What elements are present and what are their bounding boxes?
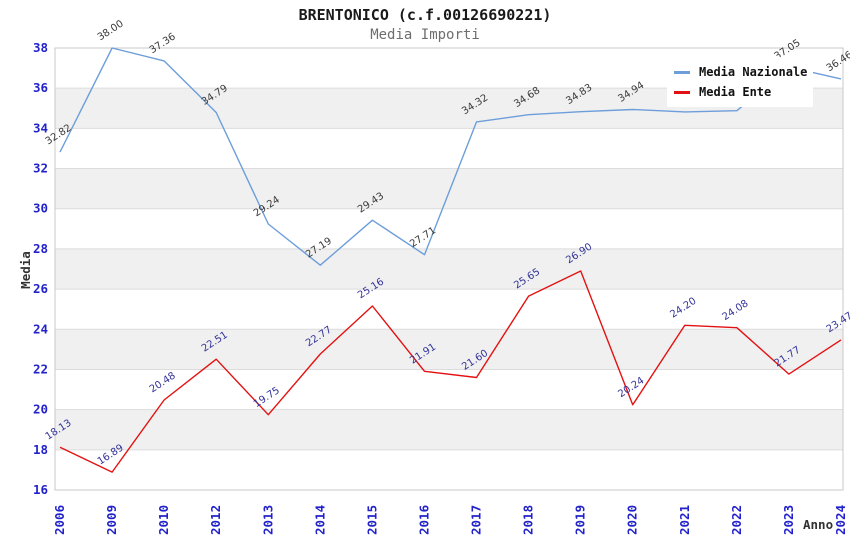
legend-item-media-ente: Media Ente [674, 82, 805, 102]
series-line-media-nazionale [59, 47, 842, 266]
y-tick-label: 32 [33, 161, 48, 176]
series-line-media-ente [59, 270, 842, 473]
legend: Media Nazionale Media Ente [667, 57, 813, 107]
legend-item-media-nazionale: Media Nazionale [674, 62, 808, 82]
grid-stripe [55, 248, 843, 290]
x-tick-label: 2024 [833, 505, 848, 535]
legend-line-swatch [674, 90, 690, 94]
y-axis-title: Media [18, 251, 33, 289]
y-tick-label: 34 [33, 120, 48, 135]
grid-stripe [55, 409, 843, 450]
grid-stripe [55, 329, 843, 370]
plot-border [54, 47, 844, 491]
y-tick-label: 18 [33, 442, 48, 457]
x-tick-label: 2016 [416, 505, 431, 535]
x-tick-label: 2015 [364, 505, 379, 535]
x-tick-label: 2023 [781, 505, 796, 535]
y-tick-label: 28 [33, 241, 48, 256]
x-tick-label: 2009 [104, 505, 119, 535]
legend-item-label: Media Nazionale [699, 65, 808, 79]
y-tick-label: 16 [33, 482, 48, 497]
y-tick-label: 30 [33, 201, 48, 216]
legend-item-label: Media Ente [699, 85, 772, 99]
chart-subtitle: Media Importi [370, 27, 480, 43]
chart-title: BRENTONICO (c.f.00126690221) [298, 6, 552, 24]
y-tick-label: 24 [33, 321, 48, 336]
y-tick-label: 22 [33, 361, 48, 376]
y-tick-label: 26 [33, 281, 48, 296]
x-axis-title: Anno [803, 517, 833, 532]
grid-stripe [55, 168, 843, 209]
x-tick-label: 2006 [52, 505, 67, 535]
x-tick-label: 2012 [208, 505, 223, 535]
x-tick-label: 2014 [312, 505, 327, 535]
x-tick-label: 2020 [625, 505, 640, 535]
x-tick-label: 2010 [156, 505, 171, 535]
x-tick-label: 2013 [260, 505, 275, 535]
y-tick-label: 38 [33, 40, 48, 55]
y-tick-label: 36 [33, 80, 48, 95]
x-tick-label: 2018 [521, 505, 536, 535]
x-tick-label: 2017 [469, 505, 484, 535]
y-tick-label: 20 [33, 402, 48, 417]
x-tick-label: 2019 [573, 505, 588, 535]
legend-line-swatch [674, 70, 690, 74]
x-tick-label: 2021 [677, 505, 692, 535]
x-tick-label: 2022 [729, 505, 744, 535]
